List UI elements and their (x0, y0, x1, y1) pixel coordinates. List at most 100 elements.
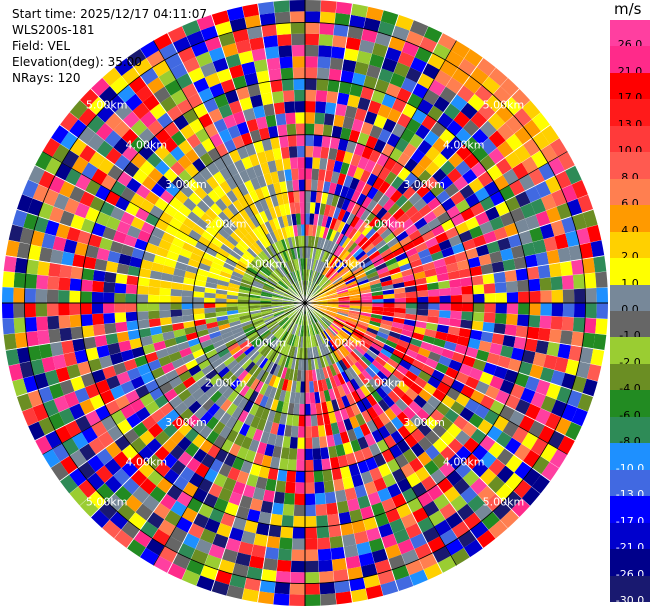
velocity-cell (231, 456, 245, 471)
velocity-cell (355, 345, 366, 356)
velocity-cell (322, 316, 333, 325)
velocity-cell (374, 32, 392, 47)
velocity-cell (401, 77, 418, 94)
velocity-cell (370, 502, 386, 517)
velocity-cell (248, 300, 261, 303)
velocity-cell (436, 381, 451, 395)
velocity-cell (335, 361, 345, 373)
colorbar-swatch (610, 522, 650, 550)
velocity-cell (489, 342, 503, 356)
velocity-cell (543, 236, 558, 252)
velocity-cell (269, 337, 279, 349)
velocity-cell (50, 249, 64, 265)
velocity-cell (255, 255, 266, 266)
velocity-cell (414, 353, 428, 365)
velocity-cell (134, 355, 148, 368)
velocity-cell (338, 511, 352, 525)
velocity-cell (296, 459, 305, 472)
velocity-cell (351, 364, 362, 376)
velocity-cell (513, 256, 527, 270)
velocity-cell (242, 3, 260, 18)
velocity-cell (291, 323, 297, 335)
velocity-cell (409, 211, 424, 224)
velocity-cell (295, 381, 301, 393)
velocity-cell (365, 456, 378, 471)
velocity-cell (286, 261, 293, 273)
velocity-cell (364, 433, 377, 447)
velocity-cell (167, 26, 187, 43)
velocity-cell (342, 325, 354, 334)
velocity-cell (482, 273, 495, 285)
velocity-cell (47, 315, 60, 330)
velocity-cell (318, 275, 327, 286)
velocity-cell (102, 365, 117, 380)
velocity-cell (24, 288, 37, 303)
velocity-cell (214, 569, 233, 585)
velocity-cell (357, 156, 369, 170)
velocity-cell (363, 243, 375, 254)
velocity-cell (126, 413, 142, 429)
velocity-cell (450, 495, 468, 512)
velocity-cell (207, 326, 220, 335)
velocity-cell (264, 208, 273, 221)
velocity-cell (561, 275, 574, 290)
velocity-cell (488, 520, 508, 539)
velocity-cell (99, 355, 113, 369)
velocity-cell (427, 536, 446, 553)
velocity-cell (209, 82, 225, 98)
velocity-cell (335, 103, 347, 117)
velocity-cell (517, 303, 530, 315)
velocity-cell (262, 286, 274, 293)
velocity-cell (275, 22, 291, 36)
velocity-cell (71, 156, 89, 174)
velocity-cell (435, 190, 451, 205)
velocity-cell (272, 307, 284, 312)
velocity-cell (311, 270, 318, 283)
velocity-cell (461, 311, 474, 321)
velocity-cell (163, 423, 178, 438)
velocity-cell (335, 261, 345, 272)
velocity-cell (261, 289, 273, 295)
velocity-cell (336, 196, 346, 209)
velocity-cell (136, 294, 149, 303)
velocity-cell (305, 213, 310, 225)
velocity-cell (217, 279, 230, 287)
velocity-cell (322, 355, 330, 368)
velocity-cell (152, 528, 171, 546)
velocity-cell (242, 323, 254, 331)
velocity-cell (287, 357, 294, 369)
velocity-cell (446, 423, 462, 439)
velocity-cell (192, 157, 207, 173)
velocity-cell (58, 407, 75, 426)
velocity-cell (585, 303, 597, 319)
colorbar-tick-label: 1.0 (621, 276, 639, 290)
velocity-cell (511, 498, 530, 518)
velocity-cell (255, 116, 268, 130)
velocity-cell (497, 237, 511, 251)
velocity-cell (232, 563, 249, 578)
velocity-cell (341, 383, 351, 396)
velocity-cell (170, 63, 188, 80)
velocity-cell (355, 272, 367, 281)
velocity-cell (328, 68, 342, 82)
velocity-cell (281, 378, 289, 391)
velocity-cell (394, 292, 406, 299)
velocity-cell (377, 569, 395, 585)
velocity-cell (377, 21, 396, 37)
velocity-cell (232, 516, 247, 531)
velocity-cell (366, 527, 382, 542)
velocity-cell (98, 157, 115, 175)
velocity-cell (340, 223, 350, 235)
velocity-cell (431, 224, 445, 237)
velocity-cell (59, 379, 75, 396)
velocity-cell (284, 261, 292, 273)
velocity-cell (396, 213, 410, 226)
velocity-cell (582, 378, 598, 397)
velocity-cell (225, 537, 241, 553)
velocity-cell (329, 339, 338, 351)
velocity-cell (267, 276, 278, 285)
ray-line (304, 302, 400, 592)
velocity-cell (325, 312, 336, 319)
velocity-cell (186, 177, 200, 192)
velocity-cell (244, 361, 256, 373)
